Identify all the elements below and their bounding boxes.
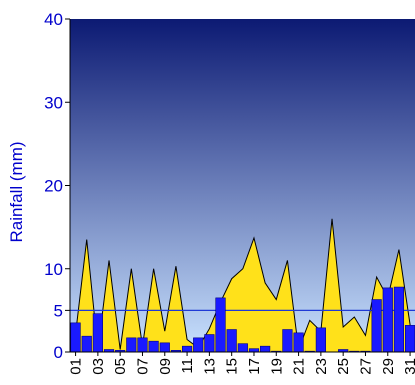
y-tick-label-5: 5 [54, 301, 63, 320]
rain-bar-day-6 [126, 337, 137, 352]
rain-bar-day-30 [393, 286, 405, 352]
x-tick-label-19: 19 [268, 358, 285, 375]
bar-series [70, 286, 415, 352]
x-tick-label-01: 01 [68, 358, 85, 375]
rain-bar-day-13 [204, 334, 215, 352]
rain-bar-day-20 [282, 329, 293, 352]
x-tick-label-23: 23 [313, 358, 330, 375]
y-tick-label-10: 10 [44, 260, 63, 279]
rain-bar-day-23 [315, 327, 326, 352]
rain-bar-day-28 [371, 299, 382, 352]
x-tick-label-21: 21 [291, 358, 308, 375]
y-tick-label-0: 0 [54, 343, 63, 362]
rain-bar-day-29 [382, 287, 393, 352]
rain-bar-day-21 [293, 332, 304, 352]
plot-area [70, 218, 415, 352]
rain-bar-day-3 [92, 313, 103, 352]
y-axis-ticks: 0 5 10 20 30 40 [44, 10, 70, 362]
y-axis-title: Rainfall (mm) [7, 141, 26, 242]
rain-bar-day-18 [260, 345, 271, 352]
x-tick-label-11: 11 [179, 358, 196, 374]
x-tick-label-05: 05 [112, 358, 129, 375]
y-tick-label-20: 20 [44, 177, 63, 196]
x-tick-label-03: 03 [90, 358, 107, 375]
x-tick-label-29: 29 [380, 358, 397, 375]
rain-bar-day-12 [193, 337, 204, 352]
rain-bar-day-14 [215, 297, 226, 352]
x-tick-label-17: 17 [246, 358, 263, 375]
y-tick-label-40: 40 [44, 10, 63, 29]
x-tick-label-07: 07 [134, 358, 151, 375]
rain-bar-day-1 [70, 322, 81, 352]
rain-bar-day-25 [338, 349, 349, 352]
rain-bar-day-9 [159, 342, 170, 352]
daily-area-series [75, 218, 411, 352]
rain-bar-day-15 [226, 329, 237, 352]
rain-bar-day-17 [248, 348, 260, 352]
x-axis-ticks: 01 03 05 07 09 11 13 15 17 19 21 23 25 27 29 31 [68, 352, 415, 375]
rain-bar-day-4 [103, 349, 115, 352]
rain-bar-day-7 [137, 337, 148, 352]
x-tick-label-27: 27 [357, 358, 374, 375]
y-tick-label-30: 30 [44, 93, 63, 112]
x-tick-label-25: 25 [335, 358, 352, 375]
x-tick-label-15: 15 [224, 358, 241, 375]
x-tick-label-09: 09 [157, 358, 174, 375]
x-tick-label-31: 31 [402, 358, 415, 375]
x-tick-label-13: 13 [201, 358, 218, 375]
rain-bar-day-16 [237, 343, 248, 352]
rain-bar-day-8 [148, 340, 159, 352]
rain-bar-day-2 [81, 335, 92, 352]
rain-bar-day-11 [181, 345, 193, 352]
rain-bar-day-31 [404, 325, 415, 352]
